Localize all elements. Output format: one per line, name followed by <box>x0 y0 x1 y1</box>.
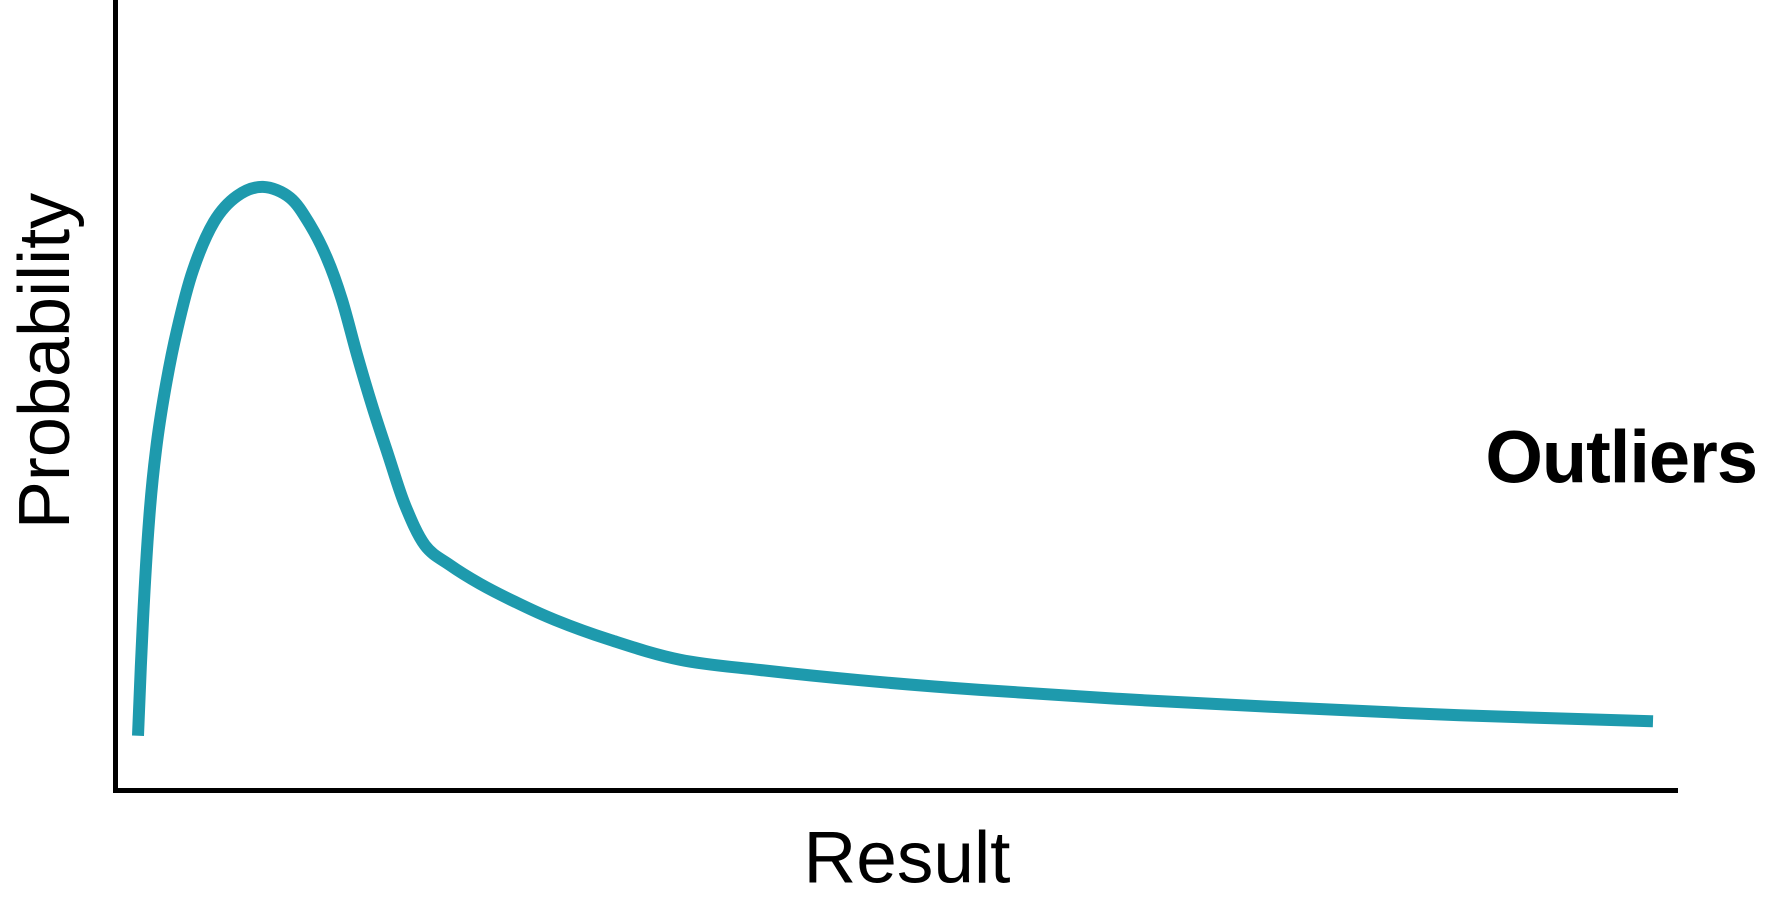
outliers-annotation: Outliers <box>1485 415 1758 499</box>
y-axis-label: Probability <box>5 192 85 530</box>
x-axis-label: Result <box>803 817 1011 899</box>
distribution-curve <box>132 180 1654 736</box>
